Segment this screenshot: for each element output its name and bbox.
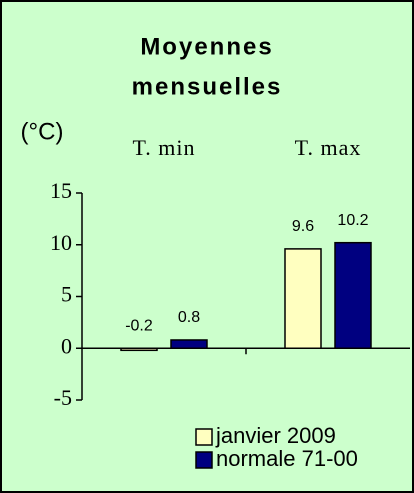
data-label: 10.2 (337, 212, 368, 229)
chart-title: mensuelles (132, 73, 283, 100)
data-label: 0.8 (178, 309, 200, 326)
data-label: 9.6 (292, 218, 314, 235)
data-label: -0.2 (125, 317, 153, 334)
chart-title: Moyennes (140, 33, 273, 60)
category-label: T. max (295, 135, 362, 160)
y-axis-label: (°C) (21, 118, 64, 145)
bar (120, 347, 158, 352)
legend-label: normale 71-00 (216, 446, 358, 471)
legend-label: janvier 2009 (215, 423, 336, 448)
bar (170, 339, 208, 350)
y-tick-label: 5 (61, 282, 72, 307)
category-label: T. min (132, 135, 195, 160)
y-tick-label: 15 (50, 178, 72, 203)
y-tick-label: -5 (54, 385, 72, 410)
bar (334, 241, 372, 349)
y-tick-label: 10 (50, 230, 72, 255)
legend-swatch (195, 428, 213, 446)
legend-swatch (195, 451, 213, 469)
y-tick-label: 0 (61, 333, 72, 358)
bar (284, 248, 322, 349)
